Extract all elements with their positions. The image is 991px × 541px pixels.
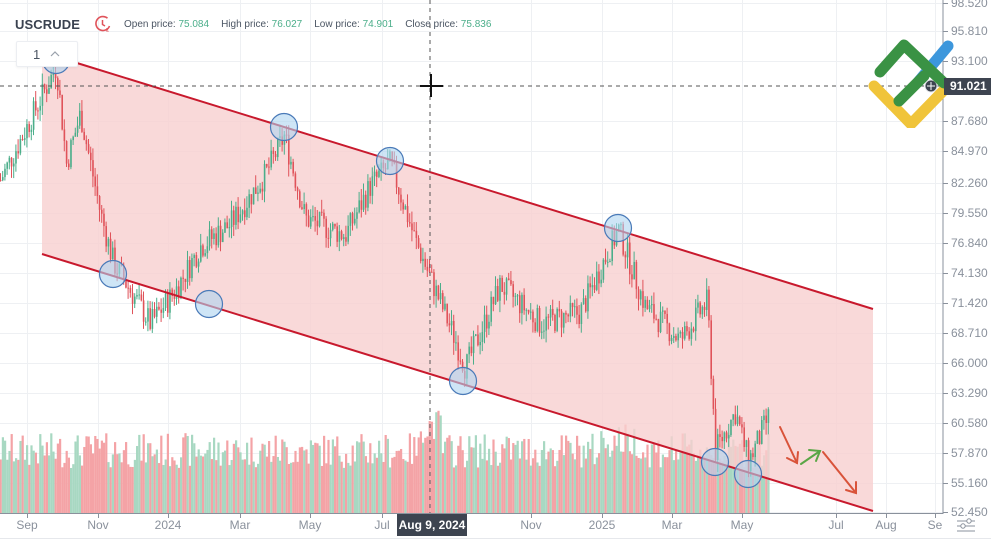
touch-point-circle[interactable] <box>194 289 224 319</box>
interval-value: 1 <box>33 46 41 62</box>
touch-point-circle[interactable] <box>733 459 763 489</box>
brand-logo-icon <box>868 39 954 128</box>
symbol-name[interactable]: USCRUDE <box>15 16 80 32</box>
time-tick-label: Jul <box>828 518 844 532</box>
low-price-value: 74.901 <box>362 18 394 30</box>
bottom-border <box>0 538 991 539</box>
time-tick-label: Jul <box>374 518 390 532</box>
price-tick-mark <box>943 453 948 454</box>
time-tick-label: 2024 <box>154 518 182 532</box>
channel-upper-line[interactable] <box>76 62 874 310</box>
price-tick-mark <box>943 31 948 32</box>
price-tick-mark <box>943 333 948 334</box>
price-tick-label: 63.290 <box>951 386 988 400</box>
price-tick-label: 57.870 <box>951 446 988 460</box>
low-price: Low price: 74.901 <box>314 18 394 30</box>
chevron-up-icon <box>50 51 60 57</box>
volume-bars <box>0 410 770 513</box>
touch-point-circle[interactable] <box>269 112 299 142</box>
arrow-down-icon <box>822 451 857 495</box>
price-tick-mark <box>943 151 948 152</box>
price-tick-label: 71.420 <box>951 296 988 310</box>
crosshair-cursor-icon <box>420 74 443 97</box>
arrow-up-icon <box>800 449 822 465</box>
channel-fill <box>42 52 873 511</box>
crosshair-date-label: Aug 9, 2024 <box>397 514 467 536</box>
price-tick-label: 93.100 <box>951 54 988 68</box>
time-tick-label: May <box>730 518 754 532</box>
touch-point-circle[interactable] <box>98 259 128 289</box>
arrow-down-icon <box>779 426 799 465</box>
price-tick-mark <box>943 183 948 184</box>
price-tick-mark <box>943 273 948 274</box>
price-tick-mark <box>943 3 948 4</box>
time-tick-label: May <box>298 518 322 532</box>
price-tick-label: 60.580 <box>951 416 988 430</box>
touch-point-circle[interactable] <box>448 366 478 396</box>
close-price-value: 75.836 <box>460 18 492 30</box>
price-tick-label: 52.450 <box>951 505 988 519</box>
time-tick-label: Mar <box>229 518 251 532</box>
open-price: Open price: 75.084 <box>123 18 210 30</box>
price-tick-label: 84.970 <box>951 144 988 158</box>
time-tick-label: Mar <box>661 518 683 532</box>
price-tick-mark <box>943 243 948 244</box>
touch-point-circle[interactable] <box>603 213 633 243</box>
price-tick-mark <box>943 121 948 122</box>
time-tick-label: Sep <box>16 518 38 532</box>
clock-icon[interactable]: z <box>94 15 112 33</box>
price-tick-label: 79.550 <box>951 206 988 220</box>
price-tick-mark <box>943 393 948 394</box>
price-tick-label: 66.000 <box>951 356 988 370</box>
time-tick-label: Se <box>927 518 943 532</box>
price-tick-mark <box>943 483 948 484</box>
chart-header: USCRUDE z Open price: 75.084 High price:… <box>15 14 491 34</box>
price-tick-mark <box>943 213 948 214</box>
price-tick-label: 55.160 <box>951 476 988 490</box>
magnifier-icon[interactable] <box>924 79 938 93</box>
touch-point-circle[interactable] <box>700 447 730 477</box>
price-tick-mark <box>943 512 948 513</box>
svg-text:z: z <box>106 28 109 34</box>
price-tick-label: 98.520 <box>951 0 988 10</box>
price-tick-label: 82.260 <box>951 176 988 190</box>
time-tick-label: Nov <box>520 518 542 532</box>
touch-point-circle[interactable] <box>375 146 405 176</box>
price-tick-label: 95.810 <box>951 24 988 38</box>
price-tick-label: 76.840 <box>951 236 988 250</box>
price-tick-mark <box>943 423 948 424</box>
settings-sliders-icon[interactable] <box>955 517 977 533</box>
time-tick-label: 2025 <box>588 518 616 532</box>
interval-selector[interactable]: 1 <box>16 41 78 67</box>
price-tick-label: 87.680 <box>951 114 988 128</box>
candlesticks <box>0 63 770 478</box>
forecast-arrows <box>779 426 857 495</box>
high-price-value: 76.027 <box>271 18 303 30</box>
crosshair-price-label: 91.021 <box>944 78 991 95</box>
high-price: High price: 76.027 <box>221 18 303 30</box>
price-tick-mark <box>943 363 948 364</box>
time-tick-label: Aug <box>875 518 897 532</box>
time-axis-ticks <box>27 513 936 518</box>
close-price: Close price: 75.836 <box>405 18 492 30</box>
price-tick-label: 74.130 <box>951 266 988 280</box>
price-tick-mark <box>943 61 948 62</box>
price-tick-mark <box>943 303 948 304</box>
time-tick-label: Nov <box>87 518 109 532</box>
open-price-value: 75.084 <box>178 18 210 30</box>
price-tick-label: 68.710 <box>951 326 988 340</box>
